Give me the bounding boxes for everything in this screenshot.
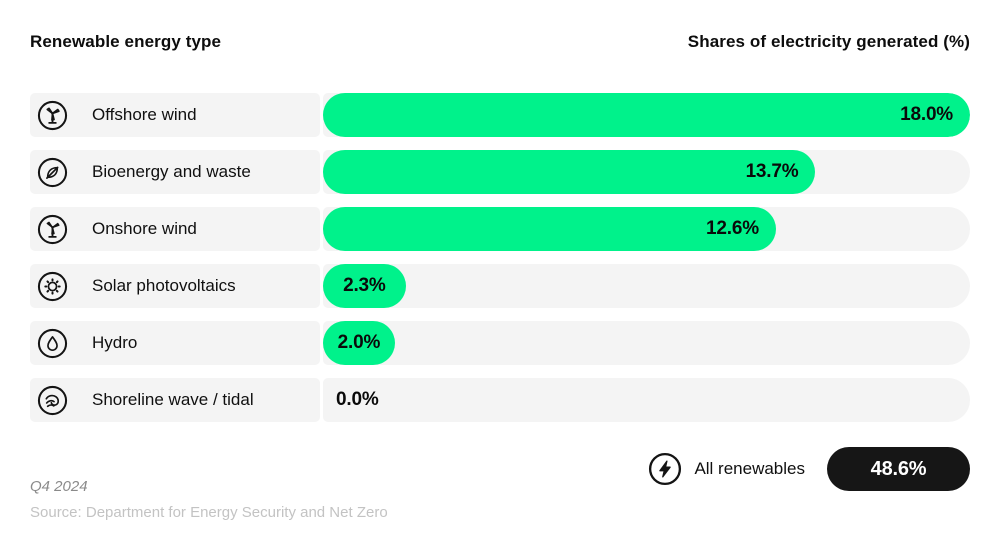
bar-track: 2.0% <box>323 321 970 365</box>
all-renewables-total: All renewables 48.6% <box>648 447 970 491</box>
solar-sun-icon <box>37 271 68 302</box>
all-renewables-label: All renewables <box>694 459 805 478</box>
all-renewables-value-pill: 48.6% <box>827 447 970 491</box>
period-label: Q4 2024 <box>30 478 88 495</box>
category-label: Solar photovoltaics <box>92 276 236 295</box>
value-label: 13.7% <box>745 161 799 182</box>
category-label: Onshore wind <box>92 219 197 238</box>
bioenergy-leaf-icon <box>37 157 68 188</box>
category-label-strip: Shoreline wave / tidal <box>30 378 320 422</box>
bar-track: 18.0% <box>323 93 970 137</box>
bar-track: 0.0% <box>323 378 970 422</box>
source-label: Source: Department for Energy Security a… <box>30 504 388 521</box>
footer: Q4 2024 Source: Department for Energy Se… <box>30 447 970 521</box>
chart-row: Hydro 2.0% <box>30 321 970 365</box>
all-renewables-value: 48.6% <box>870 457 927 480</box>
chart-meta: Q4 2024 Source: Department for Energy Se… <box>30 478 388 521</box>
header: Renewable energy type Shares of electric… <box>30 0 970 52</box>
chart-row: Solar photovoltaics 2.3% <box>30 264 970 308</box>
category-label-strip: Hydro <box>30 321 320 365</box>
value-label: 18.0% <box>900 104 953 125</box>
onshore-wind-turbine-icon <box>37 214 68 245</box>
category-label-strip: Solar photovoltaics <box>30 264 320 308</box>
category-label-strip: Onshore wind <box>30 207 320 251</box>
wave-tidal-icon <box>37 385 68 416</box>
bar-track: 2.3% <box>323 264 970 308</box>
chart-row: Bioenergy and waste 13.7% <box>30 150 970 194</box>
right-column-title: Shares of electricity generated (%) <box>687 32 970 51</box>
value-bar: 13.7% <box>323 150 816 194</box>
chart-row: Offshore wind 18.0% <box>30 93 970 137</box>
bar-chart: Offshore wind 18.0% Bioenergy and waste 13.… <box>30 93 970 422</box>
value-bar: 18.0% <box>323 93 970 137</box>
value-bar: 12.6% <box>323 207 776 251</box>
hydro-droplet-icon <box>37 328 68 359</box>
category-label: Offshore wind <box>92 105 197 124</box>
value-label: 2.3% <box>343 275 386 296</box>
value-label: 0.0% <box>336 389 379 410</box>
category-label: Bioenergy and waste <box>92 162 251 181</box>
bar-track: 13.7% <box>323 150 970 194</box>
chart-row: Onshore wind 12.6% <box>30 207 970 251</box>
value-label: 2.0% <box>337 332 381 353</box>
chart-row: Shoreline wave / tidal 0.0% <box>30 378 970 422</box>
value-label: 12.6% <box>706 218 759 239</box>
category-label: Hydro <box>92 333 138 352</box>
bar-track: 12.6% <box>323 207 970 251</box>
category-label: Shoreline wave / tidal <box>92 390 254 409</box>
lightning-bolt-icon <box>648 452 682 486</box>
category-label-strip: Offshore wind <box>30 93 320 137</box>
left-column-title: Renewable energy type <box>30 32 222 51</box>
value-bar: 2.0% <box>323 321 395 365</box>
value-bar: 2.3% <box>323 264 406 308</box>
category-label-strip: Bioenergy and waste <box>30 150 320 194</box>
offshore-wind-turbine-icon <box>37 100 68 131</box>
